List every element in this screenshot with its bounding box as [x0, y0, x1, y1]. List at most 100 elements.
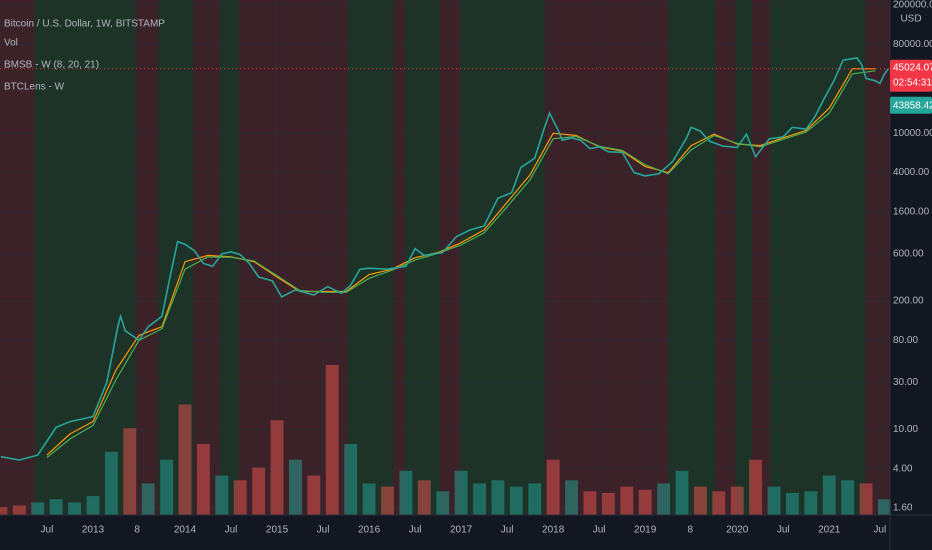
y-tick-label: 80.00 — [893, 335, 918, 346]
x-tick-label: 8 — [134, 525, 140, 536]
x-tick-label: 2021 — [818, 525, 841, 536]
volume-bar — [270, 420, 284, 515]
x-tick-label: 2016 — [358, 525, 381, 536]
volume-bar — [325, 365, 339, 515]
volume-bar — [804, 491, 818, 515]
volume-bar — [417, 480, 431, 515]
y-tick-label: 200000.00 — [893, 0, 932, 10]
volume-bar — [0, 507, 8, 515]
volume-bar — [160, 459, 174, 515]
volume-bar — [68, 502, 81, 515]
overlay: Bitcoin / U.S. Dollar, 1W, BITSTAMP Vol … — [4, 0, 932, 536]
volume-bar — [104, 451, 118, 515]
volume-bar — [141, 483, 155, 515]
y-tick-label: 200.00 — [893, 296, 924, 307]
last-price-label: 45024.07 — [893, 62, 932, 73]
indicator-tag — [890, 96, 932, 114]
x-tick-label: Jul — [873, 525, 886, 536]
x-tick-label: 2018 — [542, 525, 565, 536]
x-tick-label: Jul — [501, 525, 514, 536]
volume-bar — [749, 459, 763, 515]
volume-bar — [785, 492, 799, 515]
volume-bar — [31, 502, 45, 515]
volume-bar — [601, 492, 615, 515]
bmsb-line — [46, 70, 876, 458]
volume-bar — [196, 443, 210, 515]
volume-bar — [841, 480, 855, 515]
legend-volume: Vol — [4, 38, 18, 49]
volume-bar — [620, 486, 634, 515]
volume-bar — [399, 470, 413, 515]
y-tick-label: 600.00 — [893, 249, 924, 260]
bear-band — [392, 0, 405, 515]
volume-bar — [767, 486, 781, 515]
volume-bar — [509, 486, 523, 515]
volume-bar — [546, 459, 560, 515]
x-tick-label: Jul — [317, 525, 330, 536]
volume-bar — [12, 505, 26, 515]
volume-bar — [381, 486, 394, 515]
price-tag — [890, 59, 932, 92]
volume-bar — [675, 470, 689, 515]
volume-bar — [657, 483, 671, 515]
x-tick-label: 8 — [687, 525, 693, 536]
bear-band — [751, 0, 771, 515]
bear-band — [0, 0, 35, 515]
volume-bar — [638, 489, 652, 515]
x-tick-label: 2017 — [450, 525, 473, 536]
y-unit: USD — [900, 14, 921, 25]
y-tick-label: 4.00 — [893, 463, 913, 474]
bear-band — [544, 0, 669, 515]
volume-bar — [344, 443, 358, 515]
y-tick-label: 10.00 — [893, 424, 918, 435]
volume-bar — [822, 475, 836, 515]
volume-bar — [86, 496, 100, 515]
volume-bar — [307, 475, 321, 515]
volume-bar — [859, 483, 873, 515]
x-tick-label: 2019 — [634, 525, 657, 536]
volume-bar — [436, 491, 450, 515]
y-tick-label: 4000.00 — [893, 167, 930, 178]
volume-bar — [233, 480, 247, 515]
y-tick-label: 30.00 — [893, 377, 918, 388]
y-tick-label: 1.60 — [893, 503, 913, 514]
x-tick-label: 2014 — [174, 525, 197, 536]
chart-title: Bitcoin / U.S. Dollar, 1W, BITSTAMP — [4, 19, 165, 30]
bear-band — [715, 0, 736, 515]
volume-bar — [712, 491, 726, 515]
x-tick-label: 2013 — [82, 525, 105, 536]
volume-bar — [362, 483, 376, 515]
volume-bar — [215, 475, 229, 515]
price-line — [0, 57, 889, 461]
x-tick-label: 2015 — [266, 525, 289, 536]
bear-band — [439, 0, 461, 515]
volume-bar — [878, 499, 891, 515]
y-tick-label: 10000.00 — [893, 128, 932, 139]
x-tick-label: Jul — [409, 525, 422, 536]
volume-bar — [528, 483, 542, 515]
x-tick-label: 2020 — [726, 525, 749, 536]
volume-bar — [178, 404, 192, 515]
legend-bmsb: BMSB - W (8, 20, 21) — [4, 60, 99, 71]
y-tick-label: 1600.00 — [893, 207, 930, 218]
volume-bar — [49, 499, 63, 515]
bear-band — [865, 0, 890, 515]
volume-bar — [730, 486, 744, 515]
x-tick-label: Jul — [777, 525, 790, 536]
volume-bar — [565, 480, 578, 515]
volume-bar — [252, 467, 266, 515]
volume-bar — [583, 491, 597, 515]
countdown-label: 02:54:31 — [893, 77, 932, 88]
volume-bar — [454, 470, 468, 515]
x-tick-label: Jul — [593, 525, 606, 536]
bear-band — [135, 0, 159, 515]
legend-btclens: BTCLens - W — [4, 82, 65, 93]
volume-bar — [288, 459, 302, 515]
x-tick-label: Jul — [225, 525, 238, 536]
indicator-label: 43858.42 — [893, 100, 932, 111]
volume-bar — [693, 486, 707, 515]
volume-bar — [491, 480, 505, 515]
x-tick-label: Jul — [41, 525, 54, 536]
